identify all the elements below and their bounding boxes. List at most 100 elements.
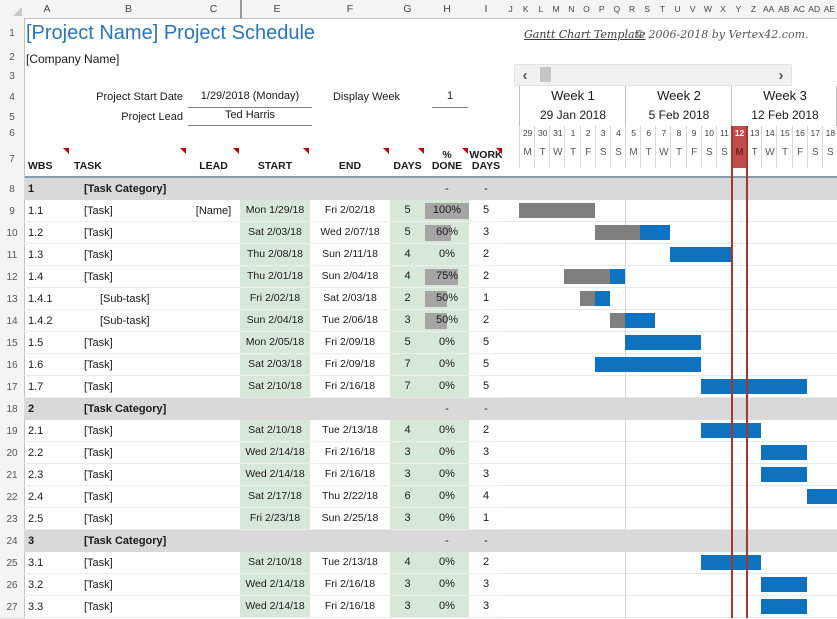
wbs-cell[interactable]: 1.5	[28, 337, 44, 349]
day-letter-cell[interactable]: M	[625, 140, 641, 168]
project-lead-value[interactable]: Ted Harris	[188, 106, 312, 126]
wbs-cell[interactable]: 2.3	[28, 469, 44, 481]
select-all-corner[interactable]	[0, 0, 25, 19]
workdays-cell[interactable]: 5	[482, 380, 490, 392]
end-cell[interactable]: Fri 2/16/18	[324, 578, 376, 590]
row-header-25[interactable]: 25	[0, 552, 25, 575]
day-letter-cell[interactable]: T	[746, 140, 762, 168]
day-number-cell[interactable]: 7	[655, 126, 671, 140]
done-cell[interactable]: 100%	[425, 200, 469, 221]
workdays-cell[interactable]: 3	[482, 600, 490, 612]
wbs-cell[interactable]: 1.2	[28, 227, 44, 239]
day-number-cell[interactable]: 11	[715, 126, 732, 140]
template-link[interactable]: Gantt Chart Template	[524, 28, 646, 41]
wbs-cell[interactable]: 2.2	[28, 447, 44, 459]
day-letter-cell[interactable]: W	[655, 140, 671, 168]
end-cell[interactable]: Sun 2/25/18	[321, 512, 379, 524]
day-letter-cell[interactable]: T	[776, 140, 792, 168]
wbs-cell[interactable]: 1.4.1	[28, 293, 53, 305]
workdays-cell[interactable]: 2	[482, 248, 490, 260]
workdays-cell[interactable]: 5	[482, 358, 490, 370]
day-number-cell[interactable]: 16	[791, 126, 808, 140]
start-cell[interactable]: Wed 2/14/18	[240, 596, 310, 617]
column-header-N[interactable]: N	[563, 0, 580, 19]
column-header-A[interactable]: A	[24, 0, 71, 19]
workdays-cell[interactable]: 5	[482, 336, 490, 348]
days-cell[interactable]: 7	[390, 376, 425, 397]
lead-cell[interactable]: [Name]	[195, 205, 232, 217]
end-cell[interactable]: Sun 2/11/18	[322, 248, 378, 260]
days-cell[interactable]: 4	[390, 552, 425, 573]
gantt-bar[interactable]	[519, 203, 595, 218]
workdays-cell[interactable]: 1	[482, 512, 490, 524]
column-header-B[interactable]: B	[70, 0, 188, 19]
done-cell[interactable]: 0%	[425, 376, 469, 397]
days-cell[interactable]: 5	[390, 200, 425, 221]
gantt-bar[interactable]	[579, 291, 610, 306]
row-header-8[interactable]: 8	[0, 178, 25, 201]
wbs-cell[interactable]: 2.1	[28, 425, 44, 437]
workdays-cell[interactable]: 2	[482, 556, 490, 568]
start-cell[interactable]: Wed 2/14/18	[240, 464, 310, 485]
column-header-R[interactable]: R	[624, 0, 641, 19]
gantt-bar[interactable]	[625, 335, 701, 350]
start-cell[interactable]: Fri 2/02/18	[240, 288, 310, 309]
days-cell[interactable]: 3	[390, 464, 425, 485]
row-header-24[interactable]: 24	[0, 530, 25, 553]
task-name-cell[interactable]: [Task]	[84, 227, 113, 239]
gantt-bar[interactable]	[700, 555, 762, 570]
task-name-cell[interactable]: [Task]	[84, 271, 113, 283]
day-number-cell[interactable]: 15	[776, 126, 792, 140]
day-number-cell[interactable]: 3	[594, 126, 611, 140]
start-cell[interactable]: Sat 2/10/18	[240, 376, 310, 397]
column-header-H[interactable]: H	[425, 0, 470, 19]
day-letter-cell[interactable]: F	[685, 140, 702, 168]
column-header-V[interactable]: V	[685, 0, 702, 19]
display-week-value[interactable]: 1	[432, 86, 468, 108]
workdays-cell[interactable]: 5	[482, 204, 490, 216]
wbs-cell[interactable]: 2.5	[28, 513, 44, 525]
workdays-cell[interactable]: 2	[482, 314, 490, 326]
gantt-bar[interactable]	[761, 467, 807, 482]
done-cell[interactable]: 0%	[425, 244, 469, 265]
table-header--done[interactable]: % DONE	[431, 149, 463, 172]
task-name-cell[interactable]: [Sub-task]	[100, 293, 150, 305]
table-header-days[interactable]: DAYS	[393, 160, 422, 172]
row-header-9[interactable]: 9	[0, 200, 25, 223]
days-cell[interactable]: 6	[390, 486, 425, 507]
day-letter-cell[interactable]: T	[640, 140, 656, 168]
column-header-AE[interactable]: AE	[821, 0, 837, 19]
row-header-3[interactable]: 3	[0, 66, 25, 87]
task-name-cell[interactable]: [Task]	[84, 469, 113, 481]
start-cell[interactable]: Sat 2/10/18	[240, 552, 310, 573]
start-cell[interactable]: Wed 2/14/18	[240, 442, 310, 463]
task-name-cell[interactable]: [Task]	[84, 579, 113, 591]
end-cell[interactable]: Thu 2/22/18	[321, 490, 379, 502]
wbs-cell[interactable]: 3.3	[28, 601, 44, 613]
task-name-cell[interactable]: [Task]	[84, 601, 113, 613]
end-cell[interactable]: Fri 2/02/18	[324, 204, 376, 216]
column-header-Y[interactable]: Y	[730, 0, 747, 19]
wbs-cell[interactable]: 1.6	[28, 359, 44, 371]
day-letter-cell[interactable]: T	[670, 140, 686, 168]
week-block-1[interactable]: Week 1 29 Jan 2018	[519, 86, 626, 126]
days-cell[interactable]: 2	[390, 288, 425, 309]
category-row[interactable]	[24, 398, 837, 420]
column-header-M[interactable]: M	[548, 0, 565, 19]
day-number-cell[interactable]: 14	[761, 126, 777, 140]
day-number-cell[interactable]: 31	[549, 126, 565, 140]
wbs-cell[interactable]: 3.2	[28, 579, 44, 591]
task-name-cell[interactable]: [Task]	[84, 425, 113, 437]
start-cell[interactable]: Fri 2/23/18	[240, 508, 310, 529]
table-header-start[interactable]: START	[257, 160, 293, 172]
gantt-bar[interactable]	[761, 577, 807, 592]
day-letter-cell[interactable]: W	[549, 140, 565, 168]
day-number-cell[interactable]: 8	[670, 126, 686, 140]
done-cell[interactable]: 0%	[425, 574, 469, 595]
row-header-19[interactable]: 19	[0, 420, 25, 443]
end-cell[interactable]: Fri 2/16/18	[324, 446, 376, 458]
done-cell[interactable]: 0%	[425, 486, 469, 507]
gantt-bar[interactable]	[700, 423, 762, 438]
day-number-cell[interactable]: 6	[640, 126, 656, 140]
column-header-W[interactable]: W	[700, 0, 717, 19]
